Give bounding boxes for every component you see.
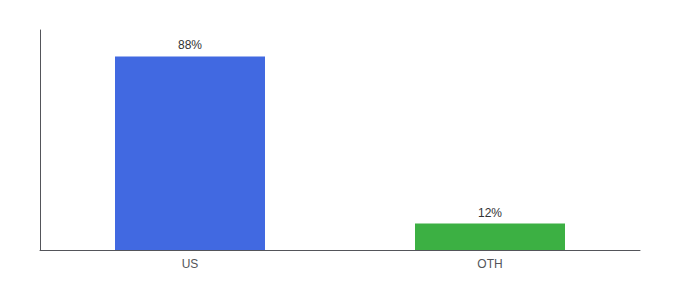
svg-text:US: US bbox=[182, 257, 199, 271]
svg-text:12%: 12% bbox=[478, 206, 502, 220]
svg-text:OTH: OTH bbox=[477, 257, 502, 271]
svg-text:88%: 88% bbox=[178, 38, 202, 52]
